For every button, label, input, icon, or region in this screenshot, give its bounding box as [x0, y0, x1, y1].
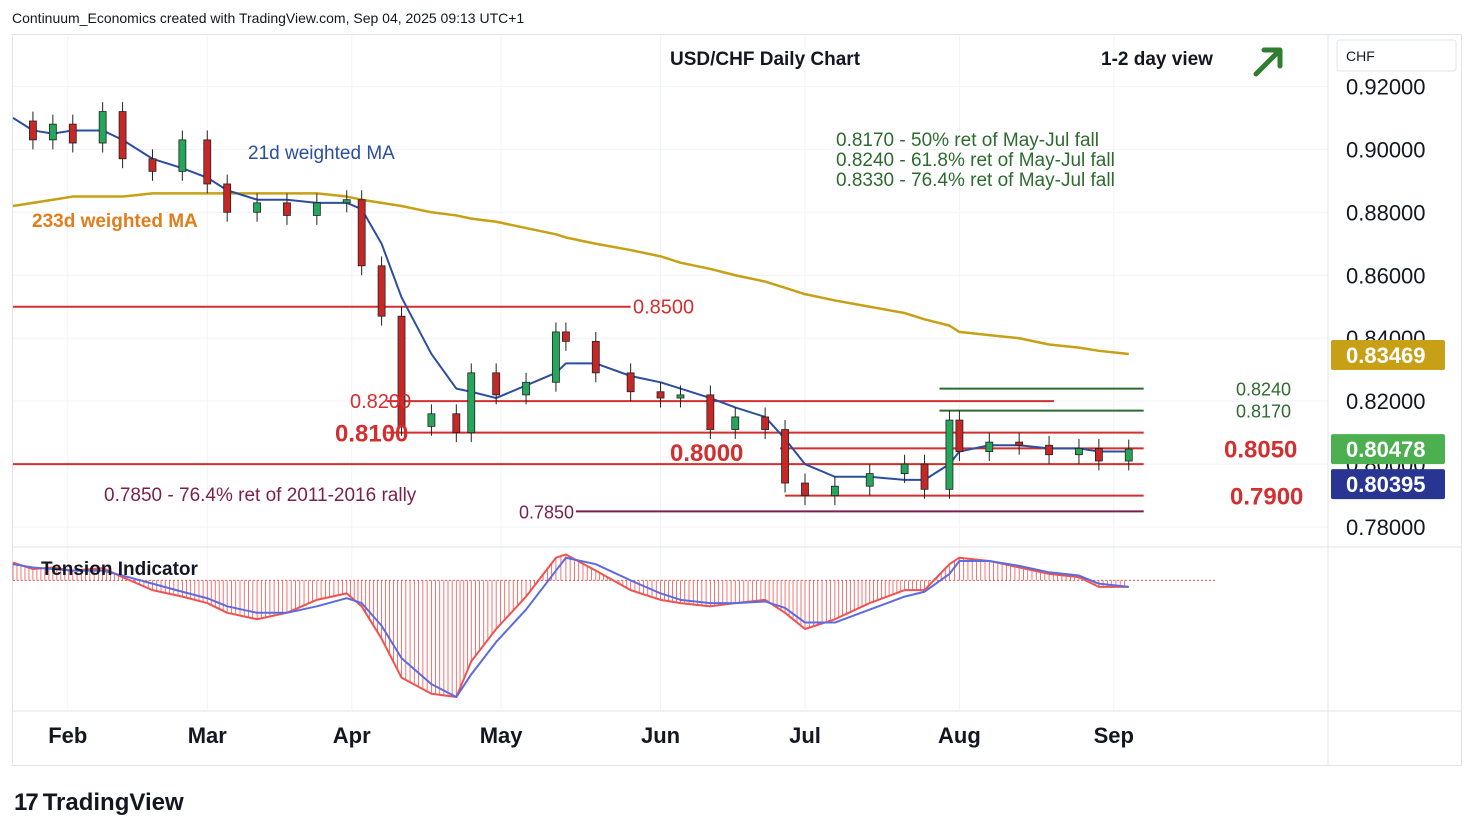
x-tick-label: Apr	[333, 723, 371, 748]
candle-body	[900, 463, 909, 474]
level-label-4: 0.8100	[335, 421, 408, 448]
candle-body	[397, 315, 406, 427]
candle-body	[148, 158, 157, 172]
level-label-1: 0.8240	[1236, 380, 1291, 400]
candle-body	[865, 473, 874, 487]
candle-body	[1015, 441, 1024, 446]
ma21-label: 21d weighted MA	[248, 143, 395, 164]
candle-body	[1094, 448, 1103, 462]
currency-selector	[1336, 39, 1457, 72]
level-label-2: 0.8200	[350, 391, 411, 413]
level-label-6: 0.8000	[670, 440, 743, 467]
candle-body	[312, 202, 321, 216]
candle-body	[98, 111, 107, 144]
x-tick-label: Mar	[188, 723, 228, 748]
level-label-5: 0.8050	[1224, 436, 1297, 463]
indicator-line	[12, 553, 1129, 699]
price-label: 0.83469	[1346, 343, 1426, 368]
candle-body	[253, 202, 261, 213]
x-tick-label: Aug	[938, 723, 981, 748]
level-label-7: 0.7900	[1230, 484, 1303, 511]
price-label-box	[1331, 469, 1445, 500]
annotation-50pct: 0.8170 - 50% ret of May-Jul fall	[836, 130, 1099, 151]
candle-body	[656, 391, 665, 399]
level-label-3: 0.8170	[1236, 402, 1291, 422]
candle-body	[591, 340, 600, 374]
chart-frame	[12, 34, 1462, 766]
chart-title: USD/CHF Daily Chart	[670, 49, 861, 70]
chart-subtitle: 1-2 day view	[1101, 49, 1213, 70]
ma233-label: 233d weighted MA	[32, 211, 198, 232]
candle-body	[801, 482, 809, 497]
candle-body	[985, 441, 994, 452]
level-label-0: 0.8500	[633, 297, 694, 319]
tradingview-logo-icon: 17	[14, 789, 39, 816]
price-chart[interactable]: 0.920000.900000.880000.860000.840000.820…	[0, 0, 1474, 770]
candle-body	[203, 139, 212, 185]
tradingview-wordmark: TradingView	[42, 789, 184, 816]
candle-body	[706, 394, 715, 430]
candle-body	[357, 199, 366, 267]
x-tick-label: May	[480, 723, 524, 748]
candle-body	[29, 120, 37, 141]
x-tick-label: Feb	[48, 723, 87, 748]
candle-body	[48, 123, 57, 141]
indicator-signal-line	[12, 556, 1129, 699]
candle-body	[467, 372, 476, 434]
candle-body	[223, 183, 232, 213]
candle-body	[955, 419, 964, 452]
candle-body	[920, 463, 929, 490]
candle-body	[945, 419, 954, 490]
tradingview-logo[interactable]: 17 TradingView	[14, 788, 184, 818]
candle-body	[781, 429, 789, 484]
arrow-up-right-icon	[1253, 47, 1283, 77]
candle-body	[1124, 448, 1133, 462]
candle-body	[68, 123, 77, 144]
x-tick-label: Jun	[641, 723, 680, 748]
price-label: 0.80478	[1346, 437, 1426, 462]
annotation-7850: 0.7850 - 76.4% ret of 2011-2016 rally	[104, 485, 417, 506]
candle-body	[552, 331, 560, 383]
currency-label: CHF	[1346, 48, 1375, 64]
candle-body	[342, 199, 351, 204]
candle-body	[427, 413, 436, 427]
chart-credit: Continuum_Economics created with Trading…	[12, 10, 525, 26]
candle-body	[1045, 444, 1053, 456]
level-label-8: 0.7850	[519, 502, 574, 522]
y-tick-label: 0.90000	[1346, 137, 1426, 162]
price-label-box	[1331, 434, 1445, 465]
indicator-label: Tension Indicator	[41, 559, 199, 580]
candle-body	[626, 372, 635, 393]
x-tick-label: Sep	[1094, 723, 1134, 748]
candle-body	[492, 372, 501, 396]
y-tick-label: 0.92000	[1346, 74, 1426, 99]
y-tick-label: 0.82000	[1346, 389, 1426, 414]
candle-body	[452, 413, 461, 434]
y-tick-label: 0.86000	[1346, 263, 1426, 288]
price-label-box	[1331, 339, 1445, 370]
candle-body	[731, 416, 740, 430]
y-tick-label: 0.88000	[1346, 200, 1426, 225]
candle-body	[377, 265, 386, 317]
candle-body	[522, 381, 530, 396]
y-tick-label: 0.78000	[1346, 515, 1426, 540]
ma233-line	[12, 192, 1129, 356]
candle-body	[283, 202, 291, 216]
candle-body	[561, 331, 570, 342]
x-tick-label: Jul	[789, 723, 821, 748]
annotation-764pct: 0.8330 - 76.4% ret of May-Jul fall	[836, 170, 1115, 191]
annotation-618pct: 0.8240 - 61.8% ret of May-Jul fall	[836, 150, 1115, 171]
candle-body	[676, 394, 685, 399]
candle-body	[118, 111, 127, 160]
candle-body	[830, 485, 839, 497]
price-label: 0.80395	[1346, 472, 1426, 497]
candle-body	[1075, 448, 1083, 456]
candle-body	[761, 416, 770, 430]
candle-body	[178, 139, 187, 172]
